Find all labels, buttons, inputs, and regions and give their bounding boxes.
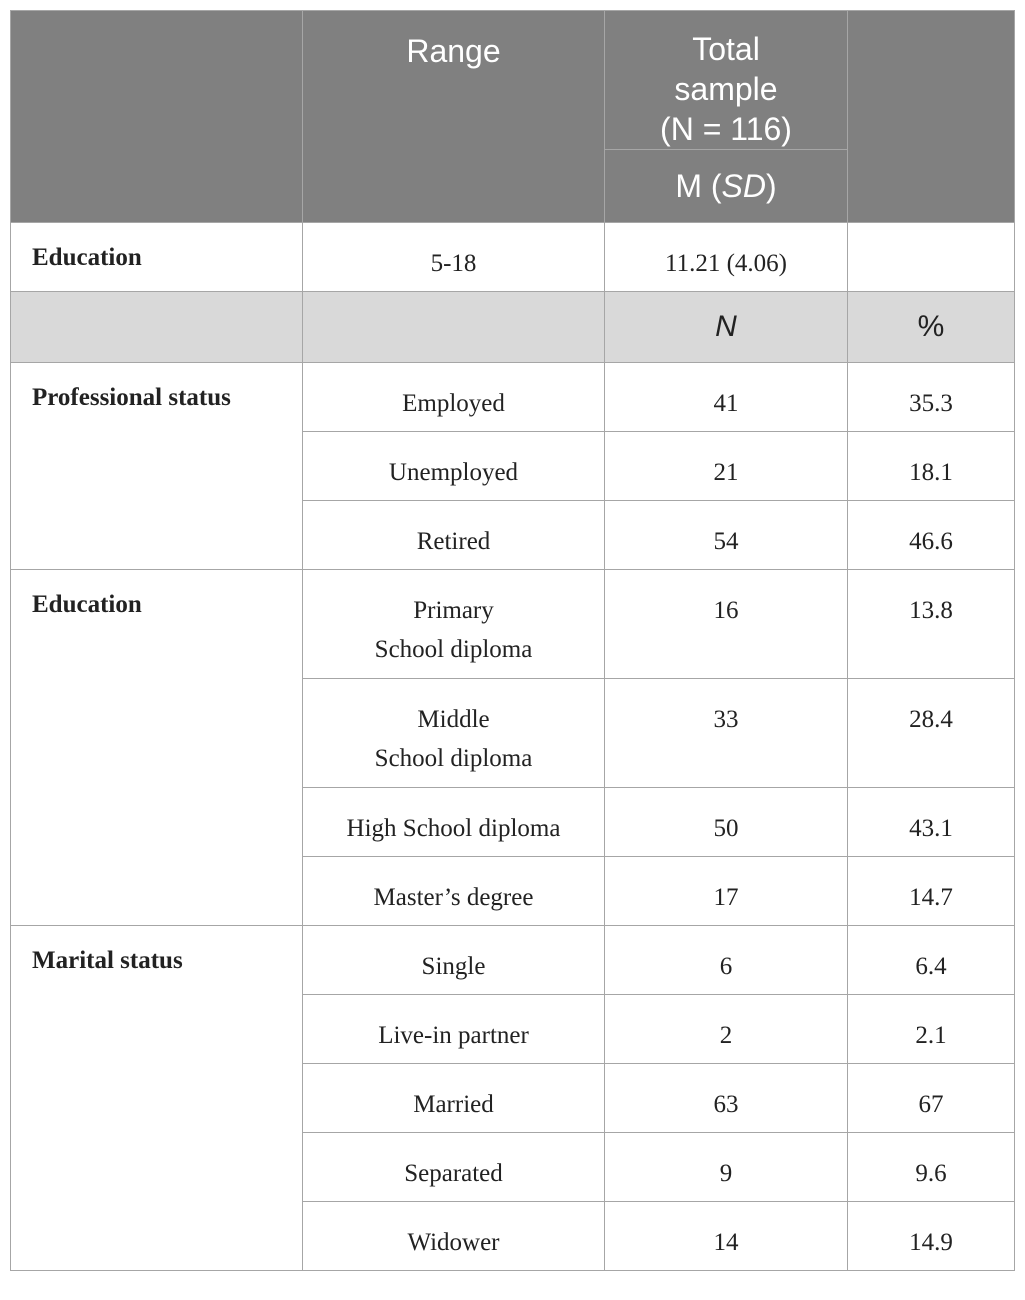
row-n: 50 xyxy=(604,787,848,857)
table-row: Professional status Employed 41 35.3 xyxy=(10,362,1015,570)
row-item: Live-in partner xyxy=(302,994,605,1064)
row-pct: 46.6 xyxy=(847,500,1015,570)
table-row: Widower 14 14.9 xyxy=(11,1201,1015,1271)
row-item: Separated xyxy=(302,1132,605,1202)
row-pct: 18.1 xyxy=(847,431,1015,501)
demographics-table: Range Total sample (N = 116) M (SD) Educ… xyxy=(10,10,1015,1271)
subheader-n: N xyxy=(604,291,848,363)
row-item: Single xyxy=(302,925,605,995)
row-pct: 9.6 xyxy=(847,1132,1015,1202)
header-empty-cell-right xyxy=(847,10,1015,223)
row-pct: 14.9 xyxy=(847,1201,1015,1271)
table-row: Separated 9 9.6 xyxy=(11,1132,1015,1202)
table-row: Live-in partner 2 2.1 xyxy=(11,994,1015,1064)
row-n: 6 xyxy=(604,925,848,995)
row-pct: 2.1 xyxy=(847,994,1015,1064)
row-item: Unemployed xyxy=(302,431,605,501)
row-item: Widower xyxy=(302,1201,605,1271)
row-item: Middle School diploma xyxy=(302,678,605,788)
row-item: Master’s degree xyxy=(302,856,605,926)
row-n: 41 xyxy=(604,362,848,432)
group-label: Professional status xyxy=(10,362,303,570)
row-item: Employed xyxy=(302,362,605,432)
education-summary-empty xyxy=(847,222,1015,292)
table-row: Education Primary School diploma 16 13.8 xyxy=(10,569,1015,926)
table-row: Married 63 67 xyxy=(11,1063,1015,1133)
table-row: Middle School diploma 33 28.4 xyxy=(11,678,1015,788)
row-n: 17 xyxy=(604,856,848,926)
group-label: Marital status xyxy=(10,925,303,1271)
group-label: Education xyxy=(10,569,303,926)
row-n: 9 xyxy=(604,1132,848,1202)
education-summary-range: 5-18 xyxy=(302,222,605,292)
row-n: 33 xyxy=(604,678,848,788)
row-n: 2 xyxy=(604,994,848,1064)
subheader-percent: % xyxy=(847,291,1015,363)
subheader-empty-2 xyxy=(302,291,605,363)
row-item: Married xyxy=(302,1063,605,1133)
row-pct: 28.4 xyxy=(847,678,1015,788)
education-summary-value: 11.21 (4.06) xyxy=(604,222,848,292)
row-n: 54 xyxy=(604,500,848,570)
row-item: Primary School diploma xyxy=(302,569,605,679)
row-pct: 14.7 xyxy=(847,856,1015,926)
row-pct: 43.1 xyxy=(847,787,1015,857)
row-n: 21 xyxy=(604,431,848,501)
subheader-empty xyxy=(10,291,303,363)
row-pct: 13.8 xyxy=(847,569,1015,679)
header-range: Range xyxy=(302,10,605,223)
row-pct: 67 xyxy=(847,1063,1015,1133)
row-n: 63 xyxy=(604,1063,848,1133)
row-pct: 35.3 xyxy=(847,362,1015,432)
table-row: High School diploma 50 43.1 xyxy=(11,787,1015,857)
table-row: Marital status Single 6 6.4 xyxy=(10,925,1015,1271)
table-row: Unemployed 21 18.1 xyxy=(11,431,1015,501)
header-total-sample: Total sample (N = 116) xyxy=(604,10,848,150)
table-row: Master’s degree 17 14.7 xyxy=(11,856,1015,926)
row-n: 14 xyxy=(604,1201,848,1271)
header-m-sd: M (SD) xyxy=(604,149,848,223)
header-empty-cell xyxy=(10,10,303,223)
row-item: Retired xyxy=(302,500,605,570)
row-pct: 6.4 xyxy=(847,925,1015,995)
row-item: High School diploma xyxy=(302,787,605,857)
row-n: 16 xyxy=(604,569,848,679)
education-summary-label: Education xyxy=(10,222,303,292)
